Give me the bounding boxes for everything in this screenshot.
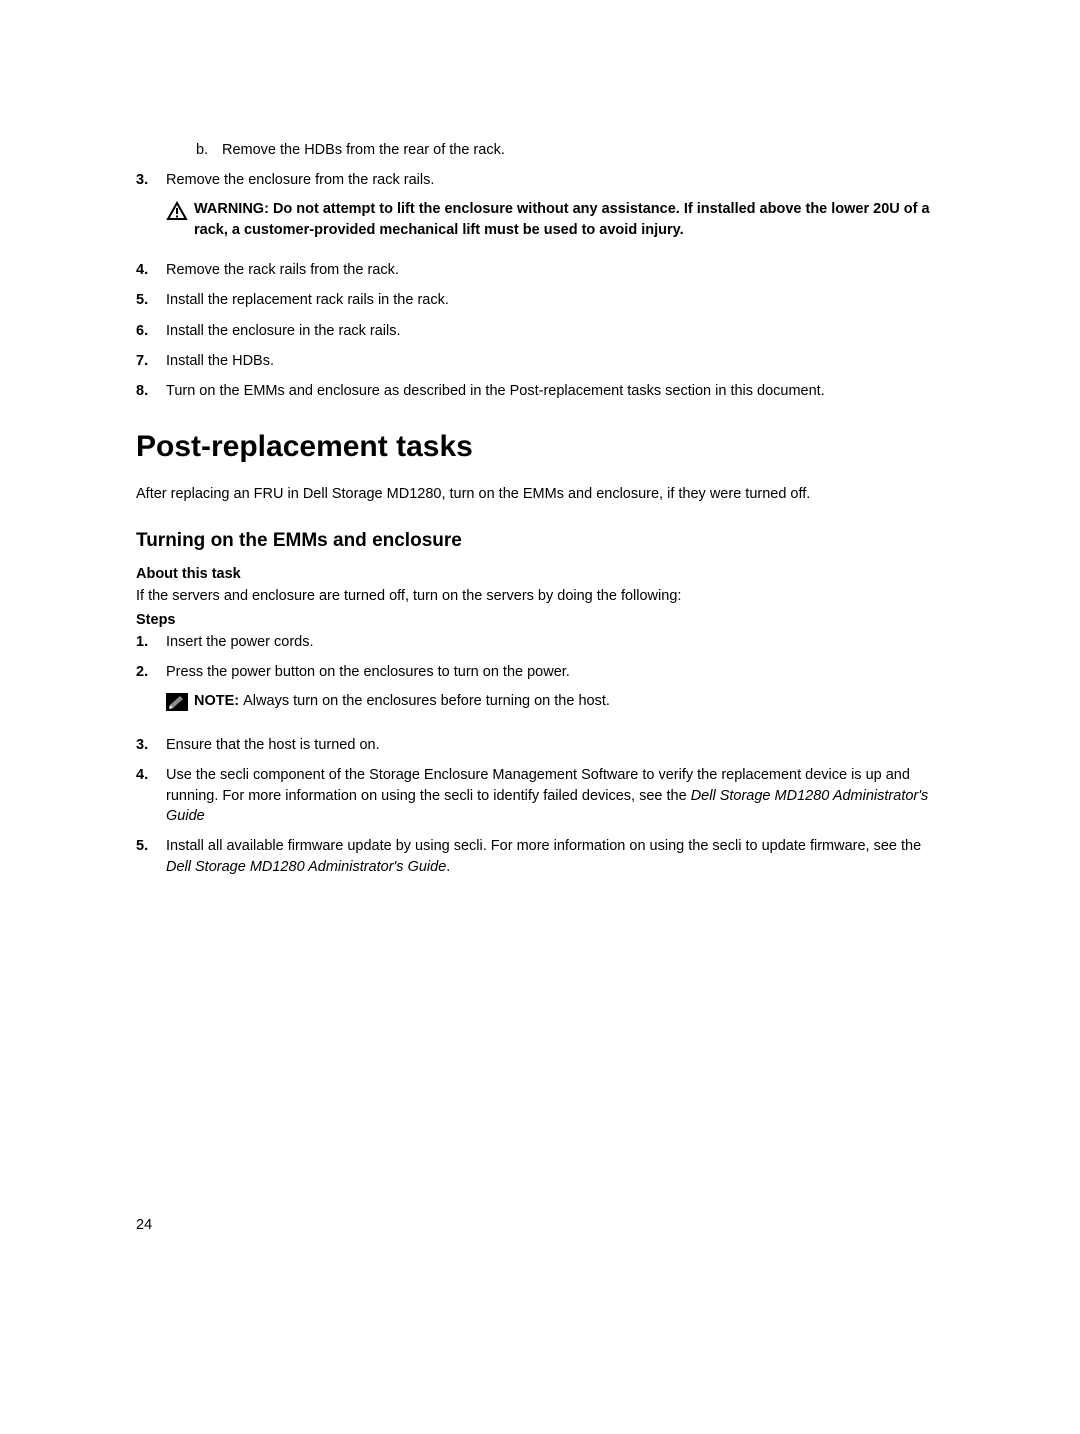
subheading: Turning on the EMMs and enclosure [136,530,944,552]
warning-text-wrap: WARNING: Do not attempt to lift the encl… [194,199,944,243]
step-text: Insert the power cords. [166,632,314,652]
note-callout: NOTE: Always turn on the enclosures befo… [166,691,944,717]
step-text: Press the power button on the enclosures… [166,664,570,680]
step-marker: 5. [136,836,166,877]
step-8: 8. Turn on the EMMs and enclosure as des… [136,381,944,401]
step-text: Install the enclosure in the rack rails. [166,321,401,341]
step-marker: 2. [136,662,166,725]
step-marker: 3. [136,735,166,755]
step-marker: 4. [136,765,166,826]
step-text: Ensure that the host is turned on. [166,735,380,755]
sub-list-marker: b. [196,140,222,160]
step-italic: Dell Storage MD1280 Administrator's Guid… [166,859,446,875]
step-text: Turn on the EMMs and enclosure as descri… [166,381,825,401]
step-marker: 3. [136,170,166,250]
intro-paragraph: After replacing an FRU in Dell Storage M… [136,484,944,504]
step-marker: 4. [136,260,166,280]
page-container: b. Remove the HDBs from the rear of the … [0,0,1080,1293]
warning-icon [166,201,188,227]
step-text-b: . [446,859,450,875]
note-icon [166,693,188,717]
step-marker: 1. [136,632,166,652]
step-marker: 7. [136,351,166,371]
step-marker: 5. [136,290,166,310]
step-text: Remove the enclosure from the rack rails… [166,172,434,188]
step-3: 3. Remove the enclosure from the rack ra… [136,170,944,250]
step-text: Install the HDBs. [166,351,274,371]
sub-list-item-b: b. Remove the HDBs from the rear of the … [196,140,944,160]
step-text: Remove the rack rails from the rack. [166,260,399,280]
step-text-wrap: Use the secli component of the Storage E… [166,765,944,826]
post-step-3: 3. Ensure that the host is turned on. [136,735,944,755]
sub-list-text: Remove the HDBs from the rear of the rac… [222,140,505,160]
page-number: 24 [136,1217,944,1233]
note-body: Always turn on the enclosures before tur… [243,693,610,709]
step-5: 5. Install the replacement rack rails in… [136,290,944,310]
post-step-2: 2. Press the power button on the enclosu… [136,662,944,725]
about-this-task-label: About this task [136,566,944,582]
step-text-wrap: Install all available firmware update by… [166,836,944,877]
step-4: 4. Remove the rack rails from the rack. [136,260,944,280]
post-step-4: 4. Use the secli component of the Storag… [136,765,944,826]
step-text: Install the replacement rack rails in th… [166,290,449,310]
section-heading: Post-replacement tasks [136,430,944,464]
about-this-task-text: If the servers and enclosure are turned … [136,586,944,606]
note-text-wrap: NOTE: Always turn on the enclosures befo… [194,691,610,713]
steps-label: Steps [136,612,944,628]
step-marker: 6. [136,321,166,341]
note-lead: NOTE: [194,693,243,709]
warning-body: Do not attempt to lift the enclosure wit… [194,201,930,239]
step-marker: 8. [136,381,166,401]
step-text-a: Install all available firmware update by… [166,838,921,854]
step-7: 7. Install the HDBs. [136,351,944,371]
step-6: 6. Install the enclosure in the rack rai… [136,321,944,341]
warning-callout: WARNING: Do not attempt to lift the encl… [166,199,944,243]
post-step-1: 1. Insert the power cords. [136,632,944,652]
post-step-5: 5. Install all available firmware update… [136,836,944,877]
warning-lead: WARNING: [194,201,273,217]
